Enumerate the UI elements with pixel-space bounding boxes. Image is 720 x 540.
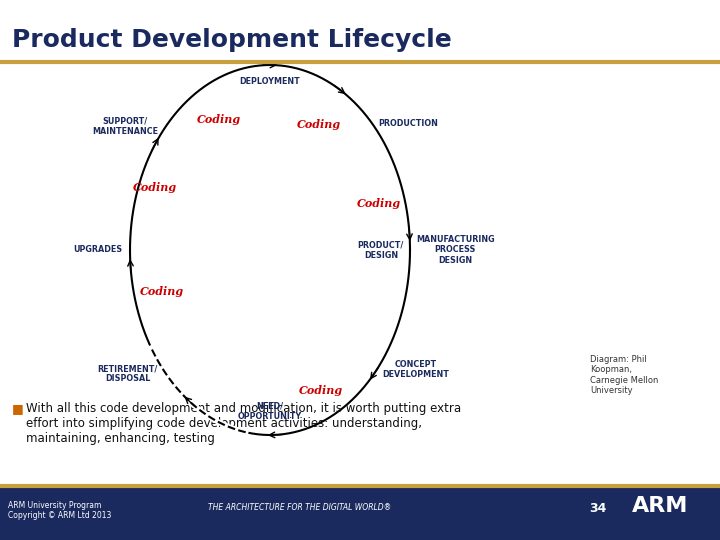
Text: 34: 34 (589, 502, 607, 515)
Text: RETIREMENT/
DISPOSAL: RETIREMENT/ DISPOSAL (98, 364, 158, 383)
Text: SUPPORT/
MAINTENANCE: SUPPORT/ MAINTENANCE (92, 117, 158, 136)
Text: MANUFACTURING
PROCESS
DESIGN: MANUFACTURING PROCESS DESIGN (416, 235, 495, 265)
Text: Coding: Coding (132, 182, 176, 193)
Text: With all this code development and modification, it is worth putting extra: With all this code development and modif… (26, 402, 461, 415)
Text: ■: ■ (12, 402, 24, 415)
Text: maintaining, enhancing, testing: maintaining, enhancing, testing (26, 432, 215, 445)
Text: ARM: ARM (632, 496, 688, 516)
Text: PRODUCT/
DESIGN: PRODUCT/ DESIGN (358, 240, 404, 260)
Text: CONCEPT
DEVELOPMENT: CONCEPT DEVELOPMENT (382, 360, 449, 380)
Text: Coding: Coding (357, 198, 401, 210)
Text: Coding: Coding (297, 119, 341, 130)
Text: UPGRADES: UPGRADES (73, 246, 122, 254)
Text: Coding: Coding (299, 385, 343, 396)
Text: THE ARCHITECTURE FOR THE DIGITAL WORLD®: THE ARCHITECTURE FOR THE DIGITAL WORLD® (208, 503, 392, 512)
Text: Product Development Lifecycle: Product Development Lifecycle (12, 28, 451, 52)
Text: Coding: Coding (140, 286, 184, 298)
Text: DEPLOYMENT: DEPLOYMENT (240, 77, 300, 86)
Text: PRODUCTION: PRODUCTION (379, 119, 438, 128)
Text: ARM University Program
Copyright © ARM Ltd 2013: ARM University Program Copyright © ARM L… (8, 501, 112, 521)
Text: Coding: Coding (197, 114, 241, 125)
Text: NEED/
OPPORTUNITY: NEED/ OPPORTUNITY (238, 402, 302, 421)
Text: Diagram: Phil
Koopman,
Carnegie Mellon
University: Diagram: Phil Koopman, Carnegie Mellon U… (590, 355, 658, 395)
Bar (0, 486, 720, 540)
Text: effort into simplifying code development activities: understanding,: effort into simplifying code development… (26, 417, 422, 430)
